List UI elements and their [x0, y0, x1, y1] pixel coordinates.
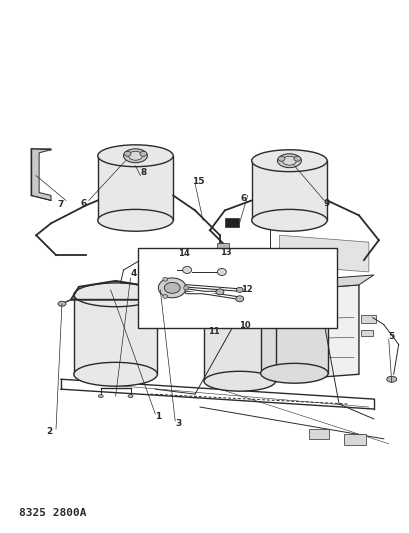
- Ellipse shape: [204, 300, 275, 320]
- Ellipse shape: [128, 151, 142, 160]
- Ellipse shape: [97, 145, 173, 167]
- Text: 7: 7: [58, 200, 64, 209]
- Text: 12: 12: [240, 285, 252, 294]
- Polygon shape: [224, 275, 373, 295]
- Text: 14: 14: [178, 248, 189, 257]
- Ellipse shape: [97, 209, 173, 231]
- Text: 13: 13: [220, 248, 231, 256]
- Text: 3: 3: [175, 419, 181, 429]
- Ellipse shape: [123, 149, 147, 163]
- Ellipse shape: [98, 394, 103, 398]
- Ellipse shape: [128, 394, 133, 398]
- Ellipse shape: [293, 156, 300, 161]
- Ellipse shape: [282, 156, 296, 165]
- FancyBboxPatch shape: [224, 219, 238, 227]
- FancyBboxPatch shape: [216, 243, 228, 251]
- Text: 10: 10: [238, 321, 250, 330]
- Ellipse shape: [162, 294, 167, 298]
- Text: 9: 9: [323, 199, 330, 208]
- Ellipse shape: [386, 376, 396, 382]
- FancyBboxPatch shape: [308, 429, 328, 439]
- Text: 1: 1: [155, 413, 161, 422]
- Ellipse shape: [251, 150, 326, 172]
- Text: 8325 2800A: 8325 2800A: [19, 508, 87, 519]
- Ellipse shape: [124, 151, 131, 156]
- Ellipse shape: [204, 372, 275, 391]
- Ellipse shape: [183, 286, 188, 290]
- Polygon shape: [260, 302, 327, 373]
- FancyBboxPatch shape: [360, 314, 375, 322]
- Ellipse shape: [74, 362, 157, 386]
- Text: 8: 8: [140, 168, 146, 177]
- Polygon shape: [279, 235, 368, 272]
- Ellipse shape: [236, 287, 243, 292]
- Ellipse shape: [277, 156, 284, 161]
- Ellipse shape: [260, 292, 327, 312]
- Ellipse shape: [158, 278, 186, 298]
- Ellipse shape: [235, 296, 243, 302]
- Ellipse shape: [182, 266, 191, 273]
- Text: 4: 4: [130, 270, 136, 278]
- FancyBboxPatch shape: [343, 434, 365, 445]
- Ellipse shape: [277, 154, 301, 168]
- Text: 6: 6: [81, 199, 87, 208]
- Text: 15: 15: [191, 177, 204, 186]
- Polygon shape: [97, 156, 173, 220]
- FancyBboxPatch shape: [138, 248, 336, 328]
- Ellipse shape: [139, 151, 146, 156]
- Text: 2: 2: [46, 427, 52, 437]
- Polygon shape: [204, 310, 275, 381]
- Polygon shape: [74, 295, 157, 374]
- Polygon shape: [224, 285, 358, 384]
- Ellipse shape: [74, 283, 157, 306]
- Ellipse shape: [251, 209, 326, 231]
- Text: 5: 5: [388, 332, 394, 341]
- Ellipse shape: [216, 289, 223, 295]
- Polygon shape: [31, 149, 51, 200]
- Ellipse shape: [162, 277, 167, 281]
- Ellipse shape: [164, 282, 180, 293]
- Text: 11: 11: [207, 327, 219, 336]
- Ellipse shape: [58, 301, 66, 306]
- Ellipse shape: [260, 364, 327, 383]
- Text: 6: 6: [240, 194, 246, 203]
- Polygon shape: [251, 161, 326, 220]
- Ellipse shape: [217, 269, 226, 276]
- FancyBboxPatch shape: [360, 329, 372, 336]
